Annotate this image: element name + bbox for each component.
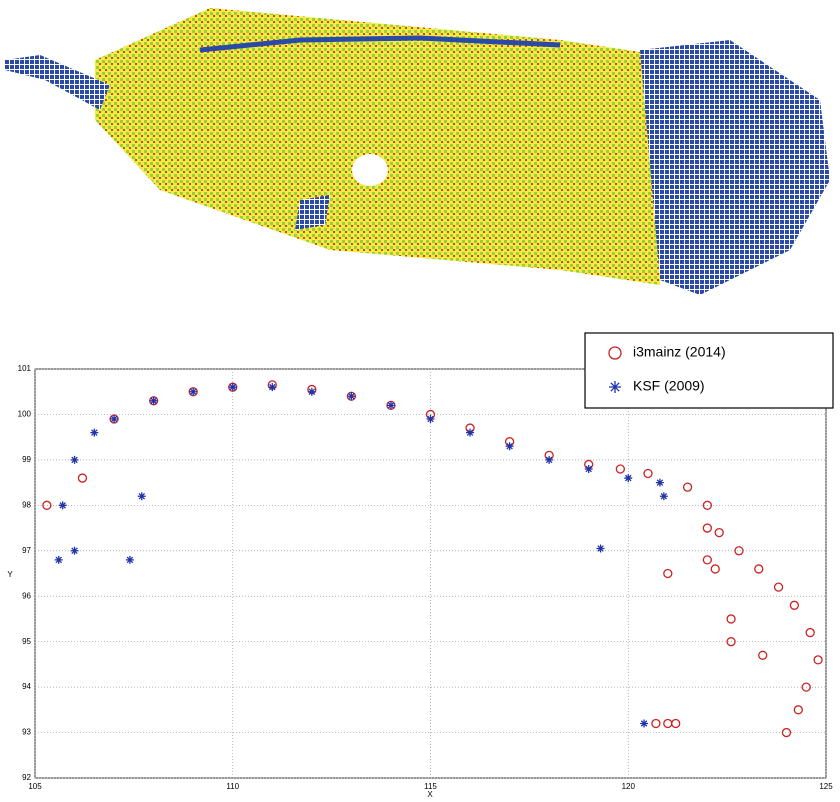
- y-tick-label: 96: [22, 591, 31, 600]
- y-tick-label: 95: [22, 637, 31, 646]
- chart: X Y 92 93 94 95 96 97 98 99 100 101 105 110 115 120 12…: [7, 332, 834, 799]
- data-point: [149, 396, 158, 405]
- x-axis-label: X: [427, 790, 433, 799]
- data-point: [651, 718, 661, 729]
- data-point: [773, 582, 784, 592]
- y-tick-label: 92: [22, 773, 31, 782]
- point-cloud-image: [5, 8, 830, 295]
- data-point: [726, 614, 736, 624]
- data-point: [307, 387, 316, 396]
- data-point: [426, 414, 435, 423]
- data-point: [663, 568, 673, 579]
- data-point: [505, 442, 514, 451]
- x-tick-label: 105: [28, 782, 42, 791]
- legend-marker: [608, 346, 622, 360]
- data-point: [702, 555, 712, 565]
- data-point: [615, 464, 625, 474]
- data-point: [70, 546, 79, 555]
- y-tick-label: 101: [18, 364, 32, 373]
- data-point: [781, 727, 792, 738]
- data-point: [347, 392, 356, 401]
- data-point: [466, 428, 475, 437]
- data-point: [125, 555, 134, 564]
- data-point: [110, 414, 119, 423]
- data-point: [70, 455, 79, 464]
- data-point: [726, 637, 736, 647]
- data-point: [584, 464, 593, 473]
- data-point: [545, 455, 554, 464]
- legend-label: i3mainz (2014): [633, 344, 726, 360]
- data-point: [643, 468, 653, 479]
- legend-box: [584, 332, 834, 409]
- data-point: [655, 478, 664, 487]
- y-axis-label: Y: [7, 570, 13, 579]
- data-point: [714, 527, 724, 538]
- data-point: [659, 492, 668, 501]
- data-point: [90, 428, 99, 437]
- data-point: [58, 501, 67, 510]
- data-point: [702, 523, 712, 533]
- data-point: [754, 564, 764, 574]
- legend-marker: [609, 381, 621, 393]
- data-point: [640, 719, 649, 728]
- data-point: [77, 473, 88, 483]
- y-tick-label: 93: [22, 728, 31, 737]
- data-point: [801, 682, 811, 692]
- data-point: [813, 655, 823, 665]
- data-point: [189, 387, 198, 396]
- data-point: [54, 555, 63, 564]
- data-point: [805, 627, 815, 638]
- data-point: [268, 383, 277, 392]
- data-point: [702, 500, 712, 510]
- data-point: [710, 564, 720, 574]
- data-point: [624, 474, 633, 483]
- y-tick-label: 98: [22, 500, 31, 509]
- data-point: [42, 500, 52, 510]
- x-tick-label: 120: [622, 782, 636, 791]
- data-point: [596, 544, 605, 553]
- data-point: [789, 600, 800, 610]
- y-tick-label: 100: [18, 410, 32, 419]
- data-point: [137, 492, 146, 501]
- y-tick-label: 94: [22, 682, 31, 691]
- legend-label: KSF (2009): [633, 378, 705, 394]
- data-point: [386, 401, 395, 410]
- data-point: [734, 546, 744, 556]
- data-point: [671, 718, 681, 729]
- x-tick-label: 125: [819, 782, 833, 791]
- x-tick-label: 115: [424, 782, 437, 791]
- data-point: [682, 482, 693, 492]
- data-point: [228, 383, 237, 392]
- data-point: [793, 705, 803, 715]
- y-tick-label: 97: [22, 546, 31, 555]
- y-tick-label: 99: [22, 455, 31, 464]
- data-point: [758, 650, 768, 660]
- x-tick-label: 110: [226, 782, 239, 791]
